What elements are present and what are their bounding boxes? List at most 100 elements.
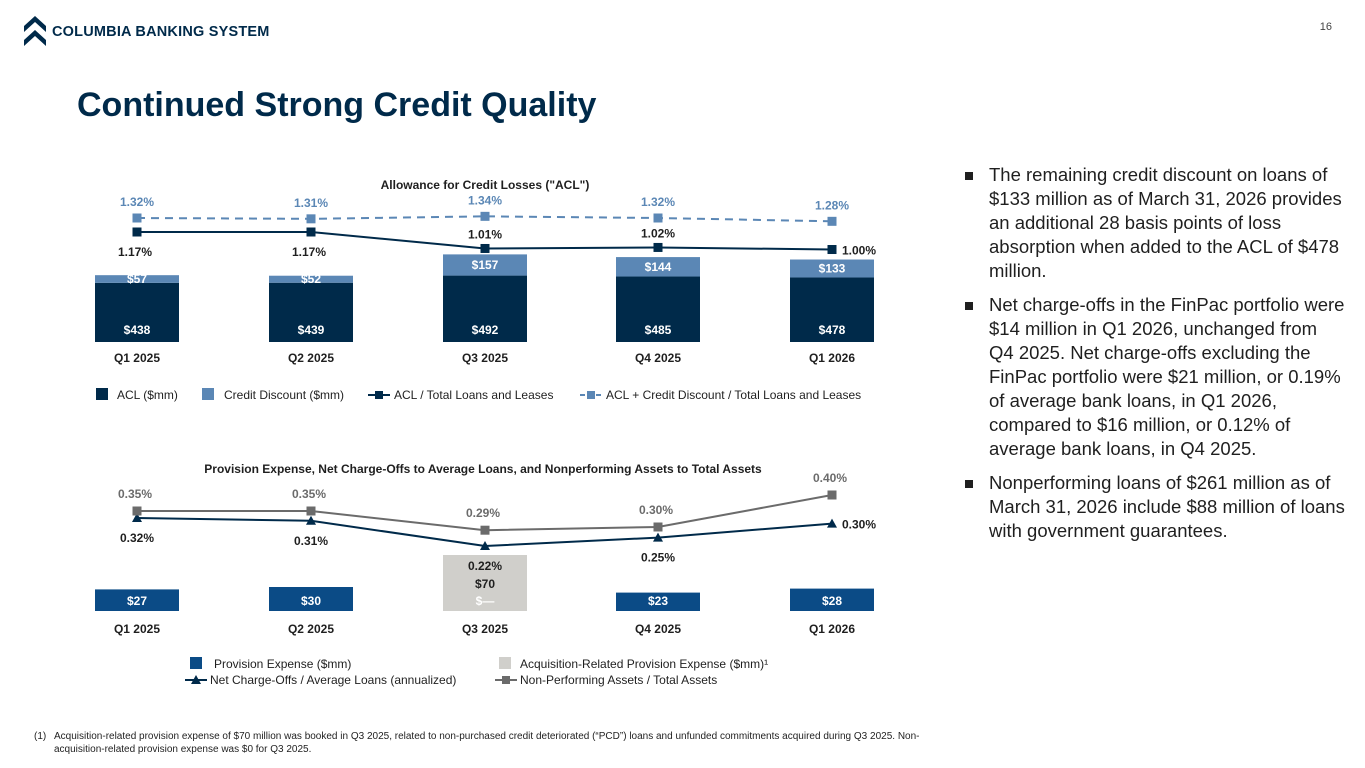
bullet-item: Net charge-offs in the FinPac portfolio … — [965, 293, 1345, 461]
acl-ratio-point — [480, 243, 490, 253]
legend-label: Non-Performing Assets / Total Assets — [520, 673, 717, 687]
acl-ratio-label: 1.01% — [468, 227, 502, 241]
acl-bar-label: $438 — [124, 323, 151, 337]
bullet-item: Nonperforming loans of $261 million as o… — [965, 471, 1345, 543]
legend-swatch-acquisition — [499, 657, 511, 669]
bullet-list: The remaining credit discount on loans o… — [965, 163, 1345, 553]
net-charge-offs-point — [827, 518, 837, 528]
nonperforming-assets-point — [827, 490, 837, 500]
net-charge-offs-label: 0.22% — [468, 559, 502, 573]
company-logo: COLUMBIA BANKING SYSTEM — [24, 16, 270, 48]
acl-ratio-point — [132, 227, 142, 237]
provision-expense-bar-label: $30 — [301, 594, 321, 608]
legend-swatch-credit-discount — [202, 388, 214, 400]
acl-plus-discount-ratio-label: 1.31% — [294, 196, 328, 210]
x-tick-label: Q1 2026 — [809, 622, 855, 636]
provision-expense-bar — [790, 588, 874, 611]
credit-discount-bar — [95, 275, 179, 283]
x-tick-label: Q1 2025 — [114, 622, 160, 636]
net-charge-offs-label: 0.25% — [641, 551, 675, 565]
legend-swatch-acl — [96, 388, 108, 400]
provision-expense-bar — [616, 592, 700, 611]
acl-plus-discount-ratio-line — [136, 215, 833, 223]
acl-bar-label: $439 — [298, 323, 325, 337]
bullet-text: The remaining credit discount on loans o… — [989, 164, 1342, 281]
charts-canvas: Allowance for Credit Losses ("ACL") $438 $… — [95, 178, 876, 687]
acl-ratio-label: 1.17% — [118, 245, 152, 259]
acl-bar — [790, 277, 874, 342]
x-tick-label: Q4 2025 — [635, 622, 681, 636]
legend-label: Provision Expense ($mm) — [214, 657, 351, 671]
page-number: 16 — [1319, 21, 1332, 33]
acl-ratio-point — [306, 227, 316, 237]
acl-bar — [95, 282, 179, 342]
acl-plus-discount-ratio-label: 1.34% — [468, 193, 502, 207]
nonperforming-assets-label: 0.29% — [466, 506, 500, 520]
page-title: Continued Strong Credit Quality — [77, 86, 597, 124]
legend-label: Acquisition-Related Provision Expense ($… — [520, 657, 768, 671]
net-charge-offs-point — [480, 541, 490, 550]
legend-marker-acl-ratio — [375, 391, 383, 399]
chart-title: Allowance for Credit Losses ("ACL") — [381, 178, 590, 192]
nonperforming-assets-label: 0.35% — [292, 487, 326, 501]
credit-discount-bar-label: $57 — [127, 272, 147, 286]
acl-ratio-label: 1.17% — [292, 245, 326, 259]
nonperforming-assets-point — [653, 522, 663, 532]
legend-label: ACL + Credit Discount / Total Loans and … — [606, 388, 861, 402]
bullet-item: The remaining credit discount on loans o… — [965, 163, 1345, 283]
provision-expense-bar-label: $— — [476, 594, 495, 608]
acl-plus-discount-ratio-label: 1.28% — [815, 198, 849, 212]
credit-discount-bar — [790, 259, 874, 278]
bullet-text: Net charge-offs in the FinPac portfolio … — [989, 294, 1345, 459]
legend-label: Credit Discount ($mm) — [224, 388, 344, 402]
square-bullet-icon — [965, 172, 973, 180]
acl-plus-discount-ratio-point — [132, 213, 142, 223]
nonperforming-assets-point — [306, 506, 316, 516]
provision-chart: Provision Expense, Net Charge-Offs to Av… — [95, 462, 876, 687]
credit-discount-bar-label: $144 — [645, 260, 672, 274]
x-tick-label: Q3 2025 — [462, 622, 508, 636]
legend-marker-nonperforming-assets — [502, 676, 510, 684]
x-tick-label: Q2 2025 — [288, 622, 334, 636]
credit-discount-bar-label: $133 — [819, 261, 846, 275]
chart-title: Provision Expense, Net Charge-Offs to Av… — [204, 462, 762, 476]
legend-label: ACL / Total Loans and Leases — [394, 388, 553, 402]
acl-plus-discount-ratio-point — [480, 211, 490, 221]
legend-marker-acl-plus-discount — [587, 391, 595, 399]
x-tick-label: Q1 2025 — [114, 351, 160, 365]
net-charge-offs-label: 0.32% — [120, 531, 154, 545]
legend-label: Net Charge-Offs / Average Loans (annuali… — [210, 673, 456, 687]
footnote-marker: (1) — [34, 731, 47, 742]
acl-plus-discount-ratio-point — [827, 216, 837, 226]
net-charge-offs-point — [306, 515, 316, 525]
bullet-text: Nonperforming loans of $261 million as o… — [989, 472, 1345, 541]
acl-ratio-point — [827, 245, 837, 255]
square-bullet-icon — [965, 480, 973, 488]
acl-bar-label: $478 — [819, 323, 846, 337]
provision-expense-bar — [95, 589, 179, 611]
acquisition-provision-bar — [443, 555, 527, 611]
acl-chart: Allowance for Credit Losses ("ACL") $438 $… — [95, 178, 876, 402]
acquisition-provision-bar-label: $70 — [475, 577, 495, 591]
x-tick-label: Q2 2025 — [288, 351, 334, 365]
x-tick-label: Q3 2025 — [462, 351, 508, 365]
x-tick-label: Q1 2026 — [809, 351, 855, 365]
nonperforming-assets-label: 0.40% — [813, 471, 847, 485]
credit-discount-bar — [616, 257, 700, 277]
net-charge-offs-label: 0.31% — [294, 534, 328, 548]
nonperforming-assets-point — [480, 525, 490, 535]
acl-plus-discount-ratio-label: 1.32% — [120, 195, 154, 209]
credit-discount-bar — [443, 254, 527, 276]
nonperforming-assets-label: 0.35% — [118, 487, 152, 501]
provision-expense-bar-label: $28 — [822, 594, 842, 608]
acl-plus-discount-ratio-point — [653, 213, 663, 223]
footnote: (1) Acquisition-related provision expens… — [34, 730, 954, 756]
acl-plus-discount-ratio-point — [306, 214, 316, 224]
legend-swatch-provision — [190, 657, 202, 669]
x-tick-label: Q4 2025 — [635, 351, 681, 365]
nonperforming-assets-label: 0.30% — [639, 503, 673, 517]
acl-ratio-label: 1.00% — [842, 244, 876, 258]
acl-bar — [443, 275, 527, 342]
acl-ratio-label: 1.02% — [641, 226, 675, 240]
acl-bar — [269, 282, 353, 342]
